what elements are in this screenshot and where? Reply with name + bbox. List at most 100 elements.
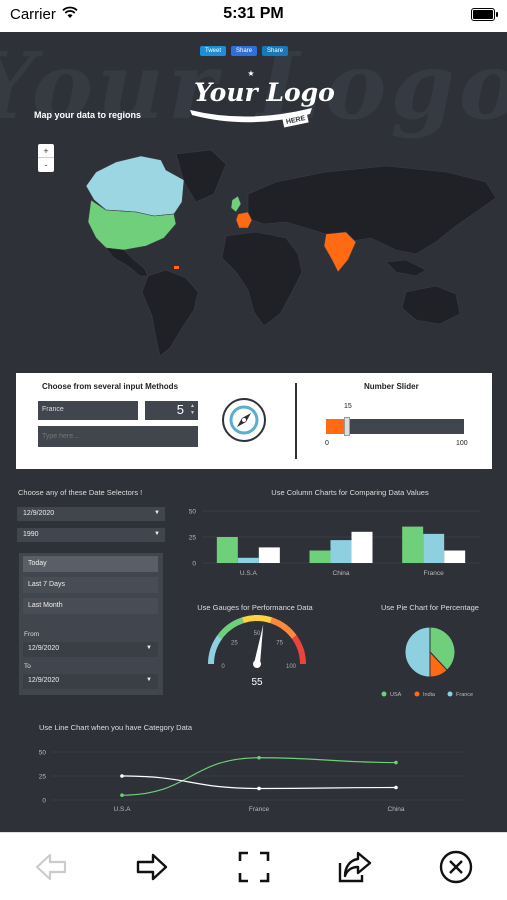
bar	[216, 537, 238, 563]
map-title: Map your data to regions	[34, 110, 142, 120]
compass-icon[interactable]	[222, 398, 266, 442]
close-circle-icon[interactable]	[438, 849, 474, 885]
share-icon[interactable]	[336, 849, 372, 885]
pie-slice	[429, 626, 456, 671]
from-date-field[interactable]: 12/9/2020 ▼	[23, 642, 158, 657]
facebook-share-button[interactable]: Share	[231, 46, 258, 56]
slider-max-label: 100	[456, 440, 468, 447]
line-point	[394, 760, 398, 765]
line-y-tick-label: 25	[39, 774, 47, 781]
map-region-eurasia	[247, 165, 497, 255]
slider-title: Number Slider	[364, 382, 419, 391]
text-input[interactable]	[38, 426, 198, 447]
map-region-uk	[230, 195, 242, 213]
bar	[402, 526, 424, 563]
gauge-tick-label: 100	[286, 664, 297, 670]
column-chart: Use Column Charts for Comparing Data Val…	[189, 488, 480, 577]
to-date-value: 12/9/2020	[28, 677, 60, 684]
map-region-africa	[221, 231, 303, 327]
map-zoom-control: + -	[38, 144, 54, 172]
gauge-tick-label: 25	[231, 640, 238, 646]
world-map[interactable]	[36, 142, 506, 362]
gauge-segment	[208, 635, 223, 665]
number-slider[interactable]	[326, 417, 464, 436]
map-region-australia	[401, 285, 461, 325]
browser-toolbar	[0, 832, 507, 900]
stepper-arrows-icon[interactable]: ▲ ▼	[190, 403, 195, 416]
wifi-icon	[62, 6, 78, 24]
line-x-tick-label: France	[249, 806, 270, 813]
slider-fill	[326, 419, 347, 434]
slider-min-label: 0	[325, 440, 329, 447]
bar-x-tick-label: China	[333, 570, 350, 577]
line-point	[120, 793, 124, 797]
logo: ★ Your Logo HERE	[188, 68, 335, 134]
from-date-value: 12/9/2020	[28, 645, 60, 652]
map-region-greenland	[175, 149, 227, 203]
date-dropdown-value: 12/9/2020	[23, 510, 55, 517]
gauge-needle	[254, 624, 264, 665]
linkedin-share-button[interactable]: Share	[262, 46, 289, 56]
pie-slice	[404, 626, 431, 678]
map-region-central-america	[105, 247, 149, 277]
to-date-field[interactable]: 12/9/2020 ▼	[23, 674, 158, 689]
caret-down-icon: ▼	[146, 645, 152, 651]
bar-y-tick-label: 0	[192, 561, 196, 568]
caret-down-icon: ▼	[146, 677, 152, 683]
map-region-caribbean	[174, 266, 179, 269]
clock: 5:31 PM	[223, 5, 284, 22]
bar	[351, 531, 373, 563]
number-stepper[interactable]: 5 ▲ ▼	[145, 401, 198, 420]
year-dropdown[interactable]: 1990 ▼	[17, 528, 165, 542]
tweet-button[interactable]: Tweet	[200, 46, 227, 56]
date-range-panel: Today Last 7 Days Last Month From 12/9/2…	[19, 553, 163, 695]
caret-down-icon: ▼	[154, 531, 160, 537]
line-y-tick-label: 50	[39, 750, 47, 757]
year-dropdown-value: 1990	[23, 531, 39, 538]
pie-legend-swatch	[414, 691, 420, 697]
bar	[309, 550, 331, 563]
map-region-india	[323, 231, 357, 273]
line-point	[394, 785, 398, 790]
carrier-label: Carrier	[10, 6, 56, 23]
country-select[interactable]: France	[38, 401, 138, 420]
date-option-last-month[interactable]: Last Month	[23, 598, 158, 614]
line-y-tick-label: 0	[42, 798, 46, 805]
arrow-right-icon[interactable]	[134, 849, 170, 885]
bar	[237, 557, 259, 563]
arrow-left-icon[interactable]	[33, 849, 69, 885]
bar	[258, 547, 280, 563]
gauge-segment	[241, 615, 273, 624]
date-option-last-7-days[interactable]: Last 7 Days	[23, 577, 158, 593]
gauge-tick-label: 75	[276, 640, 283, 646]
slider-handle[interactable]	[343, 417, 350, 436]
panel-divider	[295, 383, 297, 459]
input-methods-title: Choose from several input Methods	[42, 382, 179, 391]
pie-legend-label: France	[456, 692, 473, 698]
pie-title: Use Pie Chart for Percentage	[381, 603, 479, 612]
map-region-se-asia	[385, 259, 427, 277]
bar-y-tick-label: 50	[189, 509, 197, 516]
line-series	[121, 775, 397, 790]
bar-x-tick-label: U.S.A	[240, 570, 258, 577]
battery-icon	[471, 8, 498, 21]
to-label: To	[24, 663, 31, 670]
fullscreen-icon[interactable]	[236, 849, 272, 885]
gauge-tick-label: 50	[254, 631, 261, 637]
bar-x-tick-label: France	[424, 570, 445, 577]
gauge-tick-label: 0	[221, 664, 225, 670]
gauge-segment	[217, 617, 244, 639]
line-point	[257, 755, 261, 760]
input-methods-panel: Choose from several input Methods France…	[16, 373, 492, 469]
caret-down-icon: ▼	[154, 510, 160, 516]
date-selectors-title: Choose any of these Date Selectors !	[18, 488, 143, 497]
date-option-today[interactable]: Today	[23, 556, 158, 572]
from-label: From	[24, 631, 40, 638]
pie-legend-label: USA	[390, 692, 402, 698]
bar	[330, 540, 352, 563]
zoom-in-button[interactable]: +	[38, 144, 54, 158]
gauge-segment	[270, 617, 297, 639]
line-x-tick-label: U.S.A	[114, 806, 132, 813]
date-dropdown[interactable]: 12/9/2020 ▼	[17, 507, 165, 521]
zoom-out-button[interactable]: -	[44, 160, 48, 170]
